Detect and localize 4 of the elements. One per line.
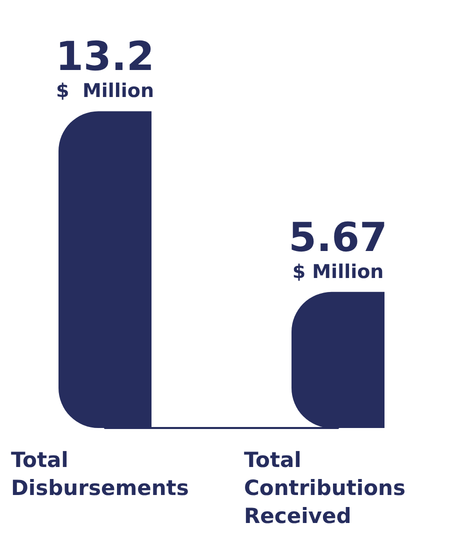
data-label: 13.2 $ Million: [56, 34, 154, 102]
x-tick-label: Total Contributions Received: [244, 448, 413, 528]
x-tick-label: Total Disbursements: [11, 448, 189, 500]
data-label: 5.67 $ Million: [288, 214, 388, 283]
